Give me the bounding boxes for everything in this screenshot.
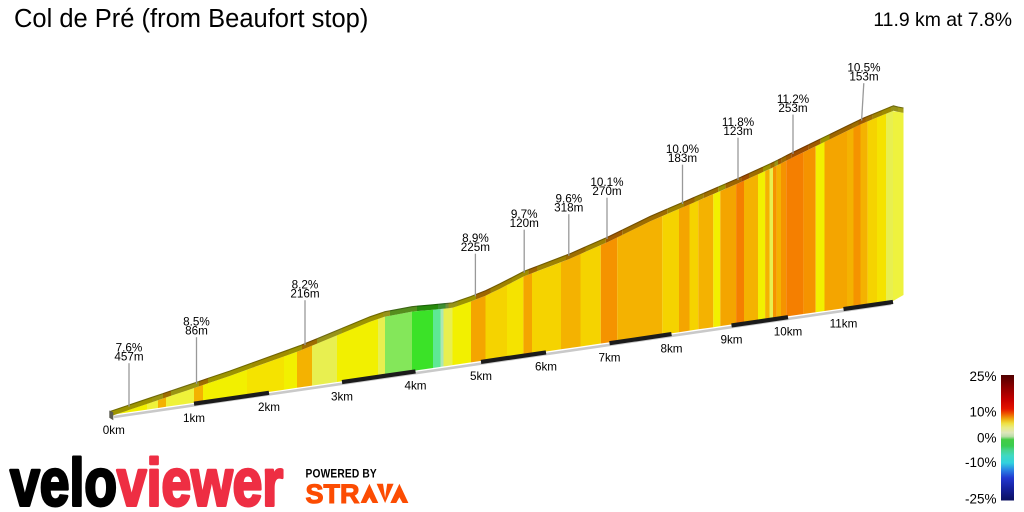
svg-text:7km: 7km <box>598 352 620 365</box>
svg-text:10.1%: 10.1% <box>590 176 623 189</box>
svg-text:11.8%: 11.8% <box>722 116 754 129</box>
svg-text:2km: 2km <box>258 401 280 414</box>
svg-text:5km: 5km <box>470 370 492 383</box>
svg-text:11.9 km at 7.8%: 11.9 km at 7.8% <box>873 9 1012 31</box>
svg-text:253m: 253m <box>778 102 807 115</box>
svg-text:153m: 153m <box>849 71 878 84</box>
svg-text:8km: 8km <box>660 342 682 355</box>
svg-text:225m: 225m <box>461 241 490 254</box>
svg-text:120m: 120m <box>510 217 539 230</box>
svg-text:POWERED BY: POWERED BY <box>306 468 378 481</box>
svg-text:4km: 4km <box>404 380 426 393</box>
svg-text:veloviewer: veloviewer <box>10 445 283 512</box>
svg-text:8.5%: 8.5% <box>183 315 210 328</box>
svg-text:-10%: -10% <box>965 455 997 470</box>
svg-text:9.6%: 9.6% <box>555 192 582 205</box>
svg-text:Col de Pré (from Beaufort stop: Col de Pré (from Beaufort stop) <box>14 5 368 33</box>
svg-text:318m: 318m <box>554 202 583 215</box>
svg-text:11.2%: 11.2% <box>777 93 809 106</box>
svg-text:10.5%: 10.5% <box>847 61 880 74</box>
svg-text:183m: 183m <box>668 152 697 165</box>
svg-text:270m: 270m <box>592 185 621 198</box>
svg-text:9.7%: 9.7% <box>511 208 538 221</box>
svg-text:7.6%: 7.6% <box>116 341 143 354</box>
svg-text:9km: 9km <box>720 334 742 347</box>
svg-text:STR: STR <box>306 479 360 509</box>
svg-text:6km: 6km <box>535 361 557 374</box>
svg-text:0%: 0% <box>977 431 997 446</box>
svg-text:216m: 216m <box>290 288 319 301</box>
svg-text:123m: 123m <box>723 125 752 138</box>
svg-text:10.0%: 10.0% <box>666 143 699 156</box>
svg-text:10km: 10km <box>774 326 803 339</box>
svg-text:10%: 10% <box>969 404 996 419</box>
svg-text:25%: 25% <box>969 369 996 384</box>
svg-text:0km: 0km <box>103 424 125 437</box>
svg-text:11km: 11km <box>830 317 858 330</box>
svg-text:8.9%: 8.9% <box>462 232 489 245</box>
svg-text:3km: 3km <box>331 390 353 403</box>
svg-text:8.2%: 8.2% <box>292 278 319 291</box>
svg-text:1km: 1km <box>183 412 205 425</box>
svg-text:86m: 86m <box>185 325 208 338</box>
svg-text:457m: 457m <box>114 351 143 364</box>
svg-text:-25%: -25% <box>965 492 997 507</box>
